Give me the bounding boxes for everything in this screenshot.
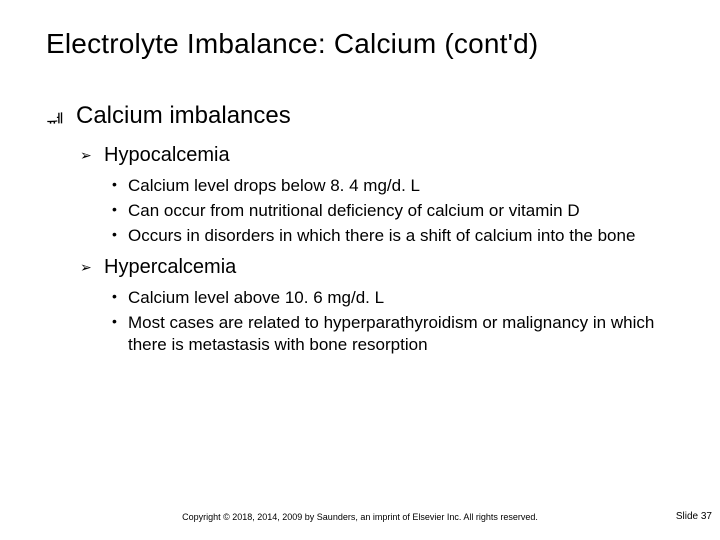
bullet-level3: Most cases are related to hyperparathyro… (46, 312, 690, 356)
bullet-level3: Calcium level above 10. 6 mg/d. L (46, 287, 690, 309)
bullet-level2-hypocalcemia: Hypocalcemia (46, 144, 690, 167)
bullet-level3: Calcium level drops below 8. 4 mg/d. L (46, 175, 690, 197)
slide: Electrolyte Imbalance: Calcium (cont'd) … (0, 0, 720, 540)
bullet-level3: Can occur from nutritional deficiency of… (46, 200, 690, 222)
bullet-level2-hypercalcemia: Hypercalcemia (46, 256, 690, 279)
copyright-footer: Copyright © 2018, 2014, 2009 by Saunders… (0, 512, 720, 522)
bullet-level1: Calcium imbalances (46, 102, 690, 130)
bullet-level3: Occurs in disorders in which there is a … (46, 225, 690, 247)
slide-title: Electrolyte Imbalance: Calcium (cont'd) (46, 28, 690, 60)
slide-number: Slide 37 (676, 511, 712, 522)
